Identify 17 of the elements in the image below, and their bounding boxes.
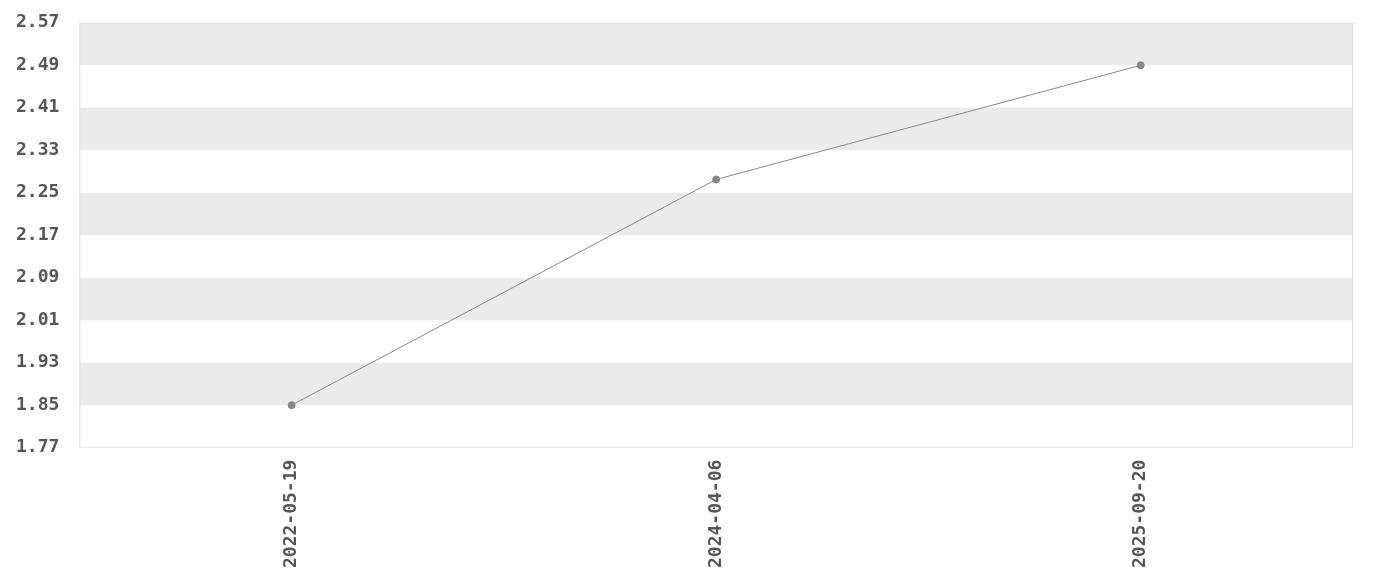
y-tick-label: 2.17: [15, 222, 60, 244]
y-tick-label: 2.41: [15, 95, 60, 117]
point: [1136, 61, 1145, 70]
point: [712, 175, 721, 184]
x-tick-label: 2022-05-19: [279, 459, 301, 569]
y-tick-label: 1.85: [15, 392, 60, 414]
y-tick-label: 1.93: [15, 350, 60, 372]
x-tick-label: 2025-09-20: [1128, 459, 1150, 569]
y-tick-label: 2.25: [15, 180, 60, 202]
x-tick-label: 2024-04-06: [703, 459, 725, 569]
y-tick-label: 2.49: [15, 52, 60, 74]
y-tick-label: 2.33: [15, 137, 60, 159]
y-tick-label: 2.57: [15, 10, 60, 32]
y-tick-label: 2.09: [15, 265, 60, 287]
y-tick-label: 2.01: [15, 307, 60, 329]
y-tick-label: 1.77: [15, 435, 60, 457]
point: [287, 401, 296, 410]
